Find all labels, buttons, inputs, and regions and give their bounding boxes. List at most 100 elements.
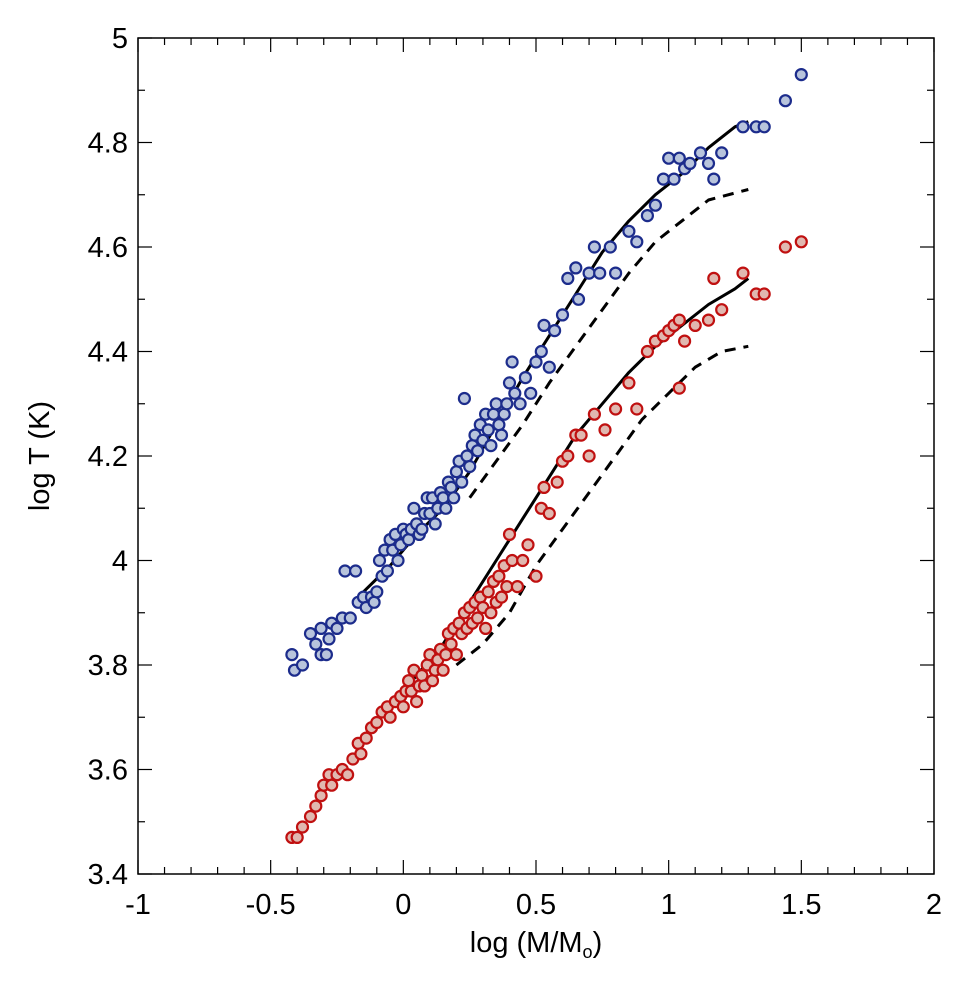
blue-point [444,480,458,494]
red-point [481,585,495,599]
red-point [672,381,686,395]
y-tick-label: 5 [112,23,128,55]
red-point [436,663,450,677]
x-tick-label: -1 [125,889,151,921]
red-point [677,334,692,348]
y-axis-label: log T (K) [24,401,56,511]
red-point [582,449,596,463]
blue-point [367,595,381,609]
blue-dashed-track [468,188,749,499]
red-point [325,778,339,792]
blue-point [463,459,477,474]
red-point [484,606,498,620]
x-tick-label: 2 [926,889,942,921]
model-tracks [362,120,750,740]
red-point [715,303,729,317]
x-axis-label-main: log (M/M [470,927,583,959]
blue-point [309,637,323,651]
blue-point [707,172,721,186]
blue-point [455,475,469,489]
red-point [598,423,612,437]
blue-point [303,626,318,641]
red-point [492,569,506,583]
x-tick-label: 0.5 [516,889,556,921]
red-point [354,747,368,761]
blue-point [428,517,442,531]
red-point [707,271,721,285]
red-point [359,731,373,745]
blue-point [630,235,644,249]
blue-point [436,491,450,505]
blue-point [500,397,514,411]
red-point [383,710,397,724]
red-point [471,611,485,625]
blue-point [534,344,548,359]
blue-point [667,172,681,186]
x-tick-label: -0.5 [246,889,296,921]
red-point [701,313,716,327]
blue-point [471,444,485,458]
red-point [736,266,750,280]
red-point [425,674,440,688]
x-tick-label: 1 [661,889,677,921]
blue-point [529,355,543,369]
red-point [502,527,517,542]
red-point [688,318,702,332]
y-tick-label: 4.2 [88,441,128,473]
blue-point [555,308,570,322]
red-point [295,820,310,834]
red-point [410,694,424,709]
blue-point [494,428,509,442]
y-tick-label: 4.6 [88,232,128,264]
blue-point [407,501,421,515]
blue-point [524,386,538,400]
blue-point [603,240,617,254]
y-tick-label: 4 [112,546,128,578]
y-tick-label: 3.6 [88,755,128,787]
blue-point [314,621,328,636]
red-point [529,569,543,583]
blue-point [715,146,729,160]
blue-point [391,553,405,568]
blue-point [415,522,429,536]
blue-point [449,465,463,479]
axis-ticks [137,37,935,875]
red-point [537,480,551,494]
red-point [794,235,808,249]
blue-point [736,120,750,134]
red-point [396,700,410,714]
red-point [314,788,328,803]
x-axis-label-subscript: o [583,942,593,962]
blue-point [447,491,461,505]
red-point [500,579,514,594]
plot-frame [137,37,935,875]
x-axis-label: log (M/Mo) [470,927,602,962]
blue-point [547,324,562,338]
blue-point [794,67,808,82]
red-point [630,402,644,416]
x-tick-label: 1.5 [781,889,821,921]
blue-point [693,146,708,160]
blue-point [457,391,471,406]
data-points [285,67,808,845]
red-point [494,590,509,604]
blue-point [505,355,519,369]
blue-point [402,532,416,547]
blue-point [285,647,299,662]
blue-point [569,261,583,275]
red-point [757,287,771,301]
blue-point [439,501,453,515]
red-point [622,376,636,390]
red-point [439,647,453,662]
red-point [521,538,535,552]
red-point [370,715,384,730]
red-point [505,553,519,568]
blue-point [608,266,623,280]
blue-point [502,376,517,390]
blue-point [778,94,793,108]
blue-point [370,585,384,599]
blue-point [672,151,686,165]
red-point [516,553,530,568]
red-point [290,830,304,845]
